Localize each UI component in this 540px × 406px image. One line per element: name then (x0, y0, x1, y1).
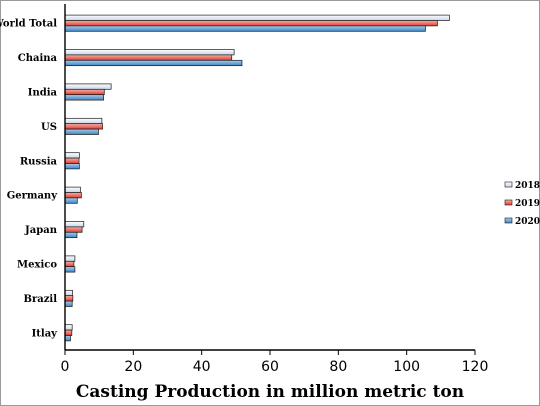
legend-swatch-2020 (504, 217, 513, 224)
bar-2020 (64, 197, 78, 204)
bar-2020 (64, 94, 104, 101)
bar-2019 (64, 329, 73, 336)
bar-2019 (64, 123, 103, 130)
category-label: Itlay (32, 328, 59, 339)
x-tick-label: 80 (329, 359, 347, 375)
bar-2019 (64, 260, 75, 268)
bar-2020 (64, 163, 80, 170)
bar-2018 (64, 117, 103, 125)
category-label: World Total (0, 19, 57, 30)
bar-2020 (64, 266, 76, 273)
bar-2018 (64, 186, 81, 193)
category-label: Germany (7, 191, 59, 202)
bar-2018 (64, 324, 73, 331)
bar-2018 (64, 221, 85, 228)
bar-2018 (64, 83, 112, 90)
bar-2018 (64, 14, 450, 21)
category-label: US (41, 122, 57, 133)
legend-swatch-2019 (504, 199, 513, 206)
category-label: Russia (20, 156, 58, 167)
x-tick-label: 0 (61, 359, 70, 375)
category-label: Mexico (17, 260, 57, 271)
bar-2020 (64, 300, 73, 307)
legend: 2018 2019 2020 (504, 181, 540, 227)
category-label: Chaina (18, 53, 58, 64)
x-tick-label: 60 (261, 359, 279, 375)
bar-2018 (64, 152, 80, 159)
bar-2018 (64, 289, 73, 297)
bar-2019 (64, 295, 74, 302)
bar-2019 (64, 226, 83, 233)
x-tick-label: 40 (193, 359, 211, 375)
bar-2020 (64, 335, 71, 342)
bar-2020 (64, 59, 243, 67)
x-tick-label: 120 (462, 359, 489, 375)
bar-2020 (64, 128, 99, 135)
x-tick-label: 20 (124, 359, 142, 375)
bar-2018 (64, 49, 235, 56)
bar-2019 (64, 54, 233, 61)
legend-label-2018: 2018 (515, 181, 540, 191)
legend-label-2020: 2020 (515, 217, 540, 227)
bar-2019 (64, 88, 105, 96)
bar-2019 (64, 20, 438, 27)
bar-2020 (64, 231, 78, 239)
plot-area (64, 14, 450, 342)
legend-label-2019: 2019 (515, 199, 540, 209)
category-label: Japan (24, 225, 58, 236)
bar-2019 (64, 157, 80, 164)
bar-2019 (64, 192, 82, 199)
x-tick-label: 100 (393, 359, 420, 375)
category-labels: World Total Chaina India US Russia Germany Jap… (0, 19, 58, 340)
x-axis: 0 20 40 60 80 100 120 (61, 4, 489, 375)
category-label: India (28, 88, 58, 99)
x-axis-title: Casting Production in million metric ton (76, 382, 464, 402)
bar-2018 (64, 255, 76, 262)
legend-swatch-2018 (504, 181, 513, 188)
category-label: Brazil (24, 294, 58, 305)
bar-2020 (64, 25, 426, 32)
